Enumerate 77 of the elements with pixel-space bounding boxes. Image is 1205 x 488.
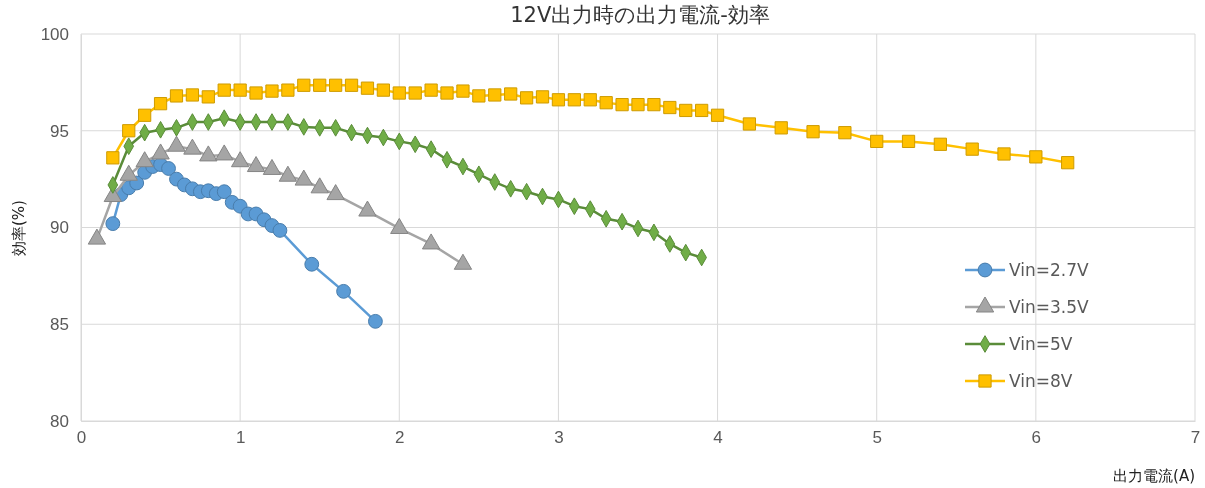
point xyxy=(535,90,550,104)
point xyxy=(249,86,263,100)
point xyxy=(965,142,979,156)
point xyxy=(272,223,288,238)
point xyxy=(519,91,534,105)
point xyxy=(304,256,320,272)
point xyxy=(440,86,454,100)
point xyxy=(153,97,168,111)
point xyxy=(424,83,438,97)
point xyxy=(774,121,788,135)
point xyxy=(336,283,351,299)
point xyxy=(583,93,597,107)
point xyxy=(297,78,311,92)
point xyxy=(742,117,757,131)
point xyxy=(710,108,725,122)
point xyxy=(615,98,629,112)
point xyxy=(233,83,247,97)
point xyxy=(281,83,295,97)
point xyxy=(138,108,152,122)
point xyxy=(806,125,820,139)
x-tick-label: 2 xyxy=(395,428,405,448)
point xyxy=(376,83,390,97)
x-tick-label: 1 xyxy=(235,428,246,448)
point xyxy=(1029,150,1043,164)
point xyxy=(106,151,120,165)
legend-label: Vin=3.5V xyxy=(1009,297,1090,317)
point xyxy=(122,124,136,138)
point xyxy=(360,81,375,95)
y-tick-label: 85 xyxy=(50,315,69,335)
point xyxy=(870,134,884,149)
x-tick-label: 7 xyxy=(1190,428,1201,448)
point xyxy=(201,90,215,104)
point xyxy=(105,216,121,232)
point xyxy=(1061,156,1075,170)
point xyxy=(997,147,1011,161)
point xyxy=(408,86,422,100)
point xyxy=(472,89,486,103)
y-tick-label: 90 xyxy=(50,218,69,238)
x-tick-label: 4 xyxy=(713,428,723,448)
point xyxy=(392,86,406,100)
point xyxy=(567,93,581,107)
x-tick-label: 5 xyxy=(872,428,882,448)
y-tick-label: 95 xyxy=(50,121,69,141)
x-tick-label: 3 xyxy=(554,428,564,448)
chart-title: 12V出力時の出力電流-効率 xyxy=(510,3,770,27)
point xyxy=(169,89,184,103)
point xyxy=(599,96,613,110)
y-tick-label: 100 xyxy=(40,24,69,44)
point xyxy=(456,84,470,98)
point xyxy=(838,126,852,140)
point xyxy=(216,184,232,200)
point xyxy=(647,98,661,112)
point xyxy=(265,84,279,98)
point xyxy=(185,88,200,102)
point xyxy=(344,78,359,92)
point xyxy=(551,93,566,107)
point xyxy=(901,134,916,149)
point xyxy=(161,161,176,176)
x-tick-label: 0 xyxy=(76,428,87,448)
point xyxy=(504,87,518,101)
point xyxy=(217,83,231,97)
point xyxy=(695,103,709,118)
point xyxy=(329,78,343,92)
x-tick-label: 6 xyxy=(1031,428,1042,448)
point xyxy=(368,313,383,329)
legend-label: Vin=2.7V xyxy=(1009,260,1090,280)
legend-label: Vin=8V xyxy=(1009,371,1073,391)
point xyxy=(663,100,677,115)
point xyxy=(933,137,947,151)
point xyxy=(631,98,645,112)
legend-label: Vin=5V xyxy=(1009,334,1073,354)
point xyxy=(488,88,502,102)
y-tick-label: 80 xyxy=(50,411,69,431)
point xyxy=(313,78,327,92)
y-axis-title: 効率(%) xyxy=(10,200,28,256)
x-axis-title: 出力電流(A) xyxy=(1113,467,1195,485)
point xyxy=(679,103,693,118)
